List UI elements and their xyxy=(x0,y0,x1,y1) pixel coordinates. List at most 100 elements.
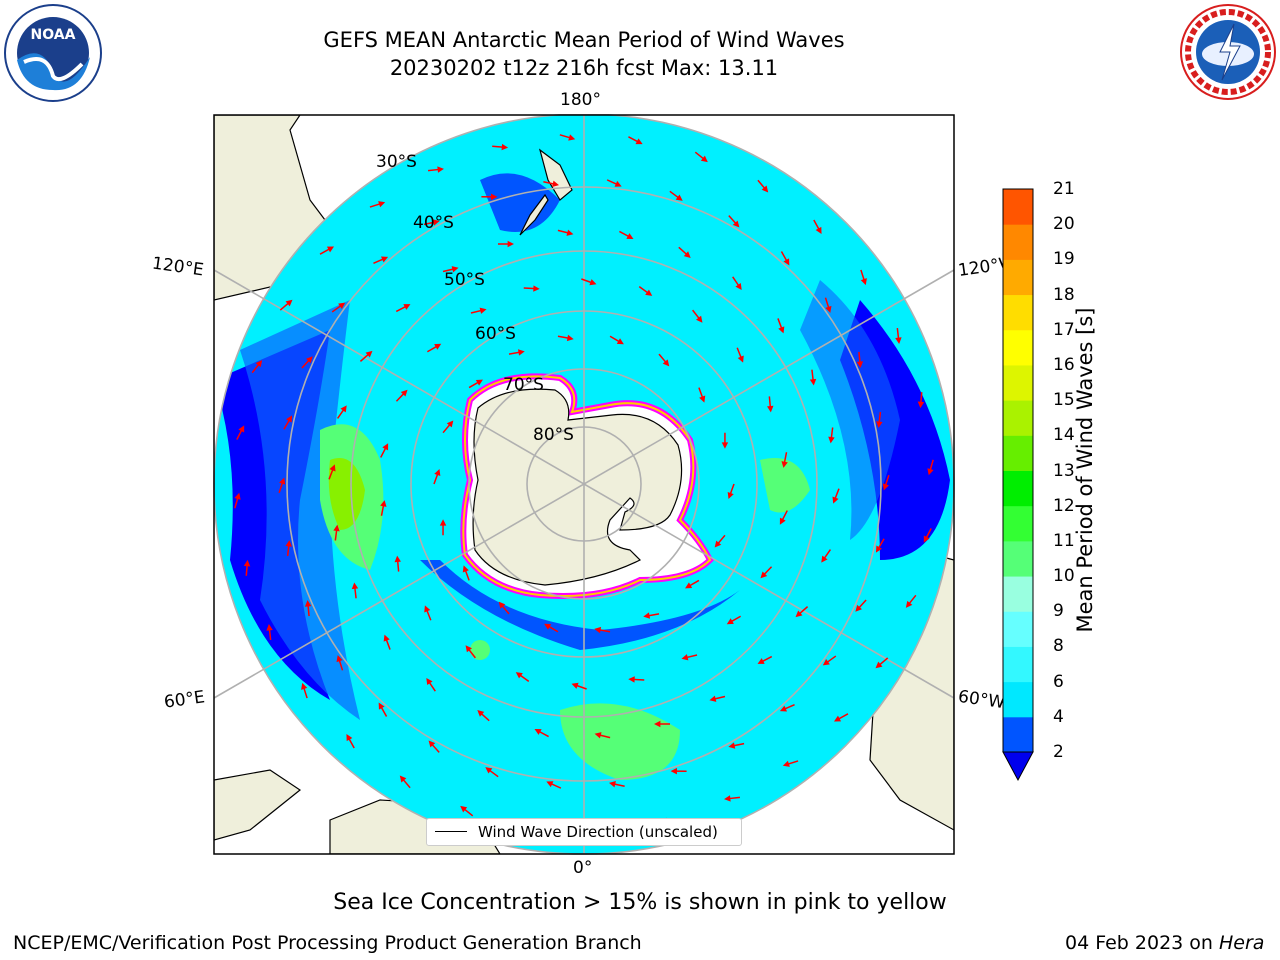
wind-wave-arrow-head xyxy=(428,740,436,748)
colorbar-band xyxy=(1003,294,1033,331)
colorbar-tick-label: 14 xyxy=(1053,425,1075,446)
wind-wave-arrow-head xyxy=(675,194,683,201)
footer-credit: NCEP/EMC/Verification Post Processing Pr… xyxy=(13,932,642,954)
wind-wave-arrow-head xyxy=(566,229,574,236)
wind-wave-arrow-head xyxy=(515,672,523,679)
map-subtitle: 20230202 t12z 216h fcst Max: 13.11 xyxy=(389,56,779,80)
colorbar-band xyxy=(1003,329,1033,366)
wind-wave-arrow-head xyxy=(670,767,677,775)
wind-wave-arrow-head xyxy=(365,350,373,358)
colorbar-tick-label: 10 xyxy=(1053,566,1075,587)
wind-wave-arrow-head xyxy=(895,337,902,344)
noaa-logo: NOAA xyxy=(4,4,102,102)
wind-wave-arrow-head xyxy=(594,732,602,739)
wind-wave-arrow-head xyxy=(432,219,440,226)
wind-wave-arrow-head xyxy=(285,540,292,547)
colorbar-band xyxy=(1003,646,1033,683)
wind-wave-arrow-head xyxy=(266,624,273,631)
wind-wave-arrow-head xyxy=(571,682,579,689)
wind-wave-arrow-head xyxy=(781,461,788,468)
wind-wave-arrow-head xyxy=(507,240,514,248)
wind-wave-arrow-head xyxy=(767,405,774,413)
wind-wave-arrow-head xyxy=(728,742,736,749)
wind-wave-arrow-head xyxy=(238,425,245,433)
wind-wave-arrow-head xyxy=(394,555,401,563)
colorbar-tick-label: 9 xyxy=(1053,601,1064,622)
wind-wave-arrow-head xyxy=(437,166,444,173)
wind-wave-arrow-head xyxy=(479,307,487,314)
wind-wave-arrow-head xyxy=(828,436,835,444)
wind-wave-arrow-head xyxy=(279,477,286,485)
colorbar-band xyxy=(1003,611,1033,647)
wind-wave-arrow-head xyxy=(855,604,862,612)
wind-wave-arrow-head xyxy=(255,360,263,368)
wind-wave-arrow-head xyxy=(735,282,742,291)
wind-wave-arrow-head xyxy=(594,626,602,634)
wind-wave-arrow-head xyxy=(378,201,386,208)
wind-wave-arrow-head xyxy=(326,246,335,253)
wind-wave-arrow-head xyxy=(477,710,485,717)
wind-wave-arrow-head xyxy=(460,805,468,813)
wind-wave-arrow-head xyxy=(380,256,389,263)
colorbar-tick-label: 17 xyxy=(1053,319,1075,340)
colorbar-band xyxy=(1003,681,1033,718)
lon-label-0: 0° xyxy=(573,858,593,878)
wind-wave-arrow-head xyxy=(626,233,634,239)
colorbar-extend-arrow xyxy=(1002,751,1034,782)
lat-label-70s: 70°S xyxy=(503,375,544,395)
wind-wave-arrow-head xyxy=(301,682,308,690)
wind-wave-arrow-head xyxy=(833,715,842,722)
wind-wave-arrow-head xyxy=(434,468,441,477)
colorbar-band xyxy=(1003,224,1033,260)
wind-wave-arrow-head xyxy=(286,415,293,423)
wind-wave-arrow-head xyxy=(685,582,693,589)
wind-wave-arrow-head xyxy=(517,349,525,356)
wind-wave-arrow-head xyxy=(757,658,765,664)
wind-wave-arrow-head xyxy=(724,795,731,802)
wind-wave-arrow-head xyxy=(306,356,313,364)
colorbar-tick-label: 12 xyxy=(1053,495,1075,516)
lat-label-50s: 50°S xyxy=(444,270,485,290)
colorbar-band xyxy=(1003,259,1033,296)
colorbar-tick-label: 21 xyxy=(1053,179,1075,199)
wind-wave-arrow-head xyxy=(628,676,635,683)
colorbar xyxy=(1002,188,1034,782)
wind-wave-arrow-head xyxy=(876,421,883,428)
wind-wave-arrow-head xyxy=(533,285,540,292)
wind-wave-arrow-head xyxy=(403,304,411,310)
wind-wave-arrow-head xyxy=(446,420,454,428)
wind-wave-arrow-head xyxy=(917,401,925,409)
wind-wave-arrow-head xyxy=(727,491,734,500)
wind-wave-arrow-head xyxy=(338,302,346,309)
wind-wave-arrow-head xyxy=(400,389,408,397)
legend-line-icon xyxy=(435,831,467,832)
wind-wave-arrow-head xyxy=(643,612,651,619)
legend-label: Wind Wave Direction (unscaled) xyxy=(478,823,718,841)
wind-wave-arrow-head xyxy=(875,661,883,669)
wind-wave-arrow-head xyxy=(451,266,459,273)
wind-wave-arrow-head xyxy=(654,720,661,728)
antarctic-map xyxy=(213,114,955,855)
lat-label-30s: 30°S xyxy=(376,152,417,172)
wind-wave-arrow-head xyxy=(795,610,803,618)
colorbar-tick-label: 2 xyxy=(1053,742,1064,762)
map-legend: Wind Wave Direction (unscaled) xyxy=(426,818,742,846)
wind-wave-arrow-head xyxy=(645,289,653,296)
wind-wave-arrow-head xyxy=(546,781,554,788)
colorbar-tick-label: 13 xyxy=(1053,460,1075,481)
wind-wave-arrow-head xyxy=(346,733,353,742)
colorbar-tick-label: 16 xyxy=(1053,354,1075,375)
wind-wave-arrow-head xyxy=(760,571,768,579)
wind-wave-arrow-head xyxy=(832,496,839,504)
wind-wave-arrow-head xyxy=(721,442,729,449)
wind-wave-arrow-head xyxy=(465,645,473,653)
colorbar-tick-label: 20 xyxy=(1053,214,1075,235)
wind-wave-arrow-head xyxy=(923,535,930,543)
map-title: GEFS MEAN Antarctic Mean Period of Wind … xyxy=(323,28,845,52)
lat-label-40s: 40°S xyxy=(413,213,454,233)
wind-wave-arrow-head xyxy=(462,565,469,573)
wind-wave-arrow-head xyxy=(475,379,483,386)
colorbar-band xyxy=(1003,189,1033,225)
wind-wave-arrow-head xyxy=(608,781,616,788)
colorbar-band xyxy=(1003,716,1033,753)
